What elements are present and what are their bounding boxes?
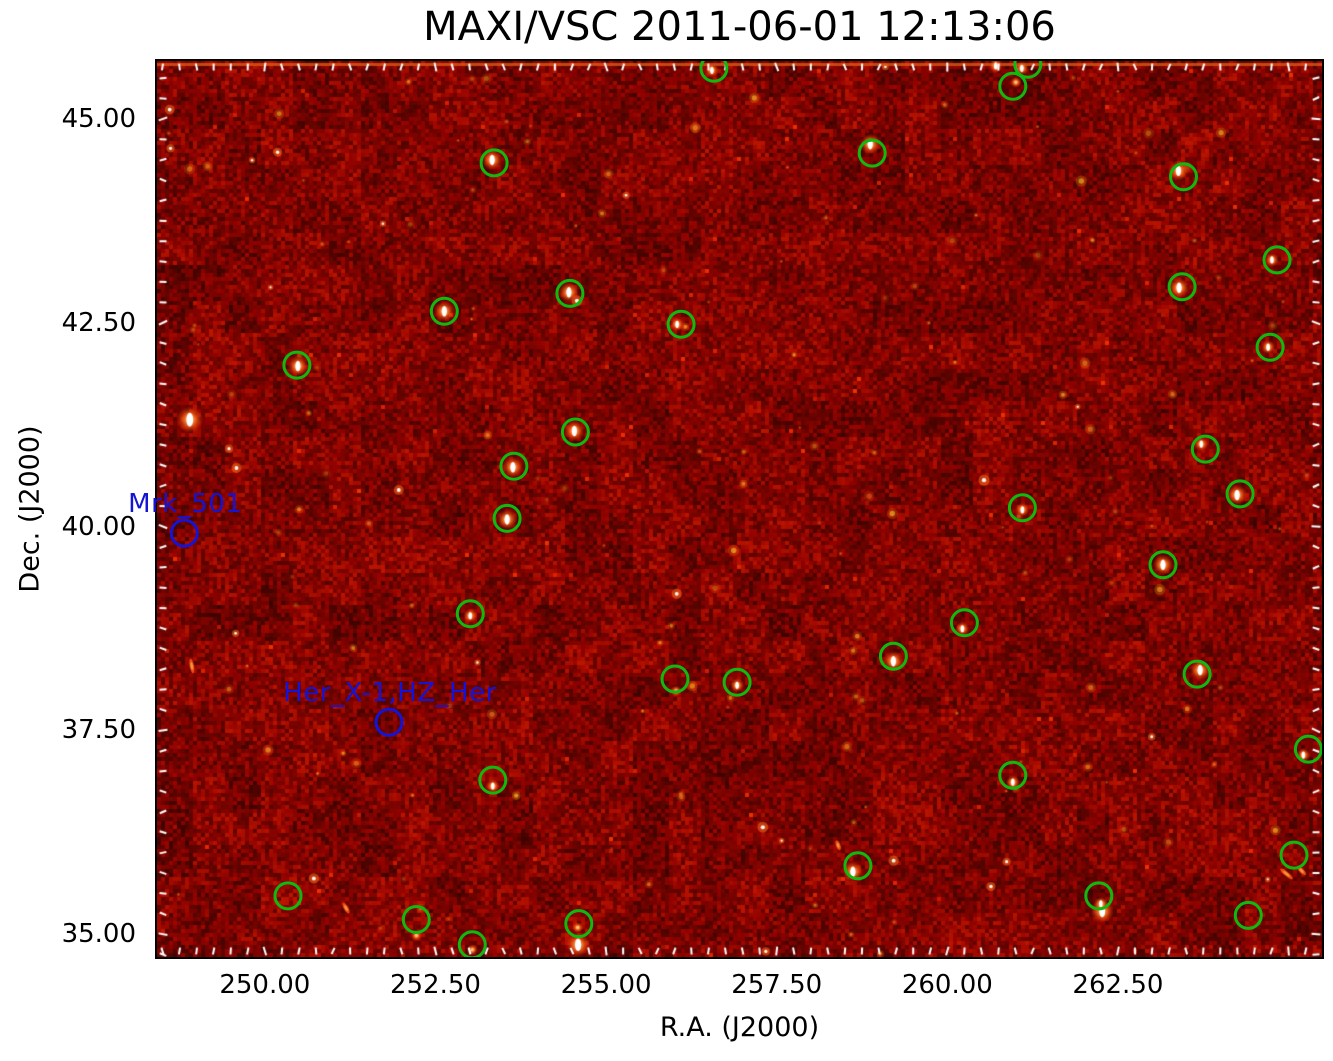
detection-circle: [1255, 332, 1285, 362]
detection-circle: [998, 71, 1028, 101]
detection-marker-layer: [273, 61, 1322, 957]
y-tick-label: 35.00: [61, 919, 136, 950]
detection-circle: [401, 905, 431, 934]
detection-circle: [998, 760, 1028, 790]
x-tick-label: 262.50: [1072, 970, 1164, 1000]
detection-circle: [564, 909, 594, 939]
x-tick-label: 257.50: [731, 970, 823, 1000]
detection-circle: [1190, 434, 1220, 464]
detection-circle: [1148, 550, 1178, 580]
x-axis-label: R.A. (J2000): [659, 1012, 820, 1043]
detection-circle: [1167, 272, 1197, 302]
detection-circle: [479, 148, 509, 178]
detection-circle: [478, 765, 508, 795]
detection-circle: [1262, 245, 1292, 275]
detection-circle: [560, 417, 590, 447]
detection-circle: [455, 599, 485, 629]
detection-circle: [492, 503, 522, 533]
detection-circle: [1169, 162, 1198, 192]
detection-circle: [857, 138, 887, 168]
y-tick-label: 37.50: [61, 715, 136, 746]
detection-circle: [1279, 840, 1309, 870]
sky-image-canvas: [157, 61, 1322, 957]
detection-circle: [282, 350, 312, 380]
x-tick-label: 252.50: [389, 970, 481, 1000]
x-tick-label: 250.00: [219, 970, 311, 1000]
detection-circle: [1233, 900, 1263, 930]
detection-circle: [949, 608, 979, 638]
y-tick-label: 42.50: [61, 307, 136, 338]
detection-circle: [878, 641, 908, 671]
y-axis-label: Dec. (J2000): [14, 425, 46, 593]
detection-circle: [699, 61, 729, 83]
x-tick-label: 255.00: [560, 970, 652, 1000]
detection-circle: [1084, 881, 1114, 911]
detection-circle: [1182, 659, 1212, 689]
detection-circle: [429, 296, 459, 326]
y-tick-label: 45.00: [61, 103, 136, 134]
detection-circle: [273, 881, 303, 911]
plot-title: MAXI/VSC 2011-06-01 12:13:06: [423, 4, 1056, 50]
detection-circle: [660, 664, 690, 694]
detection-circle: [666, 309, 696, 339]
detection-circle: [1007, 493, 1037, 523]
x-tick-label: 260.00: [901, 970, 993, 1000]
detection-circle: [555, 278, 585, 308]
detection-circle: [722, 667, 752, 697]
detection-circle: [843, 851, 873, 881]
detection-circle: [1013, 61, 1043, 79]
detection-circle: [457, 930, 487, 957]
detection-circle: [499, 451, 529, 481]
detection-circle: [1225, 479, 1255, 509]
detection-circle: [1293, 734, 1322, 764]
y-tick-label: 40.00: [61, 511, 136, 542]
plot-area: [157, 61, 1322, 957]
